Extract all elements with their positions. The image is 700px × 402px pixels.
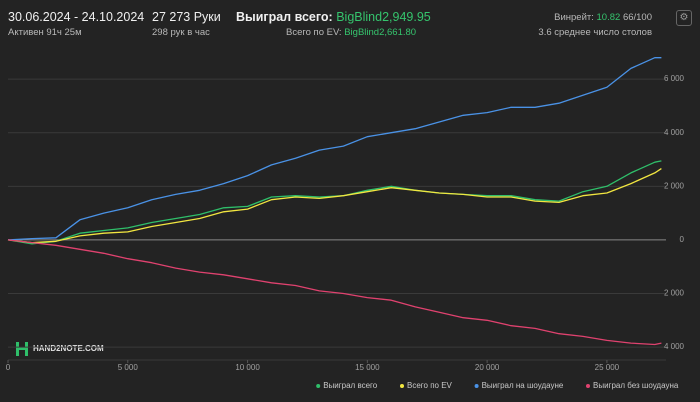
ev-value: BigBlind2,661.80	[344, 27, 417, 38]
watermark: HAND2NOTE.COM	[33, 344, 104, 353]
winrate-label: Винрейт:	[554, 12, 594, 23]
winrate-unit: 66/100	[622, 12, 652, 23]
settings-button[interactable]: ⚙	[676, 10, 692, 26]
hands-per-hour: 298 рук в час	[152, 27, 210, 38]
logo-bar	[16, 347, 28, 350]
x-tick-label: 0	[6, 363, 11, 372]
legend-label: Выиграл без шоудауна	[593, 381, 679, 390]
x-tick-label: 10 000	[235, 363, 260, 372]
x-tick-label: 25 000	[595, 363, 620, 372]
legend-swatch	[474, 384, 479, 388]
legend-swatch	[586, 384, 590, 388]
legend-item: Выиграл без шоудауна	[586, 381, 679, 390]
legend-swatch	[400, 384, 404, 388]
hands: 27 273 Руки	[152, 10, 221, 24]
x-tick-label: 15 000	[355, 363, 380, 372]
dates: 30.06.2024 - 24.10.2024	[8, 10, 145, 24]
series-line	[7, 239, 662, 346]
winrate-value: 10.82	[596, 12, 621, 23]
legend-label: Выиграл на шоудауне	[482, 381, 564, 390]
won-value: BigBlind2,949.95	[336, 10, 431, 24]
won-label: Выиграл всего:	[236, 10, 333, 24]
y-tick-label: 2 000	[664, 289, 685, 298]
logo	[16, 342, 28, 356]
y-tick-label: 4 000	[664, 342, 685, 351]
series-line	[7, 168, 662, 244]
legend-label: Всего по EV	[407, 381, 453, 390]
legend-label: Выиграл всего	[323, 381, 378, 390]
won-total: Выиграл всего: BigBlind2,949.95	[236, 10, 431, 24]
series-line	[7, 160, 662, 245]
y-tick-label: 6 000	[664, 74, 685, 83]
x-tick-label: 20 000	[475, 363, 500, 372]
winrate: Винрейт: 10.82 66/100	[554, 12, 652, 23]
legend-item: Выиграл всего	[316, 381, 378, 390]
y-tick-label: 4 000	[664, 128, 685, 137]
x-tick-label: 5 000	[118, 363, 139, 372]
ev-label: Всего по EV:	[286, 27, 342, 38]
legend-item: Выиграл на шоудауне	[474, 381, 564, 390]
series-line	[7, 57, 662, 241]
ev-total: Всего по EV: BigBlind2,661.80	[286, 27, 416, 38]
legend-item: Всего по EV	[400, 381, 453, 390]
legend-swatch	[316, 384, 321, 388]
active-time: Активен 91ч 25м	[8, 27, 82, 38]
y-tick-label: 0	[680, 235, 685, 244]
tables: 3.6 среднее число столов	[538, 27, 652, 38]
y-tick-label: 2 000	[664, 181, 685, 190]
